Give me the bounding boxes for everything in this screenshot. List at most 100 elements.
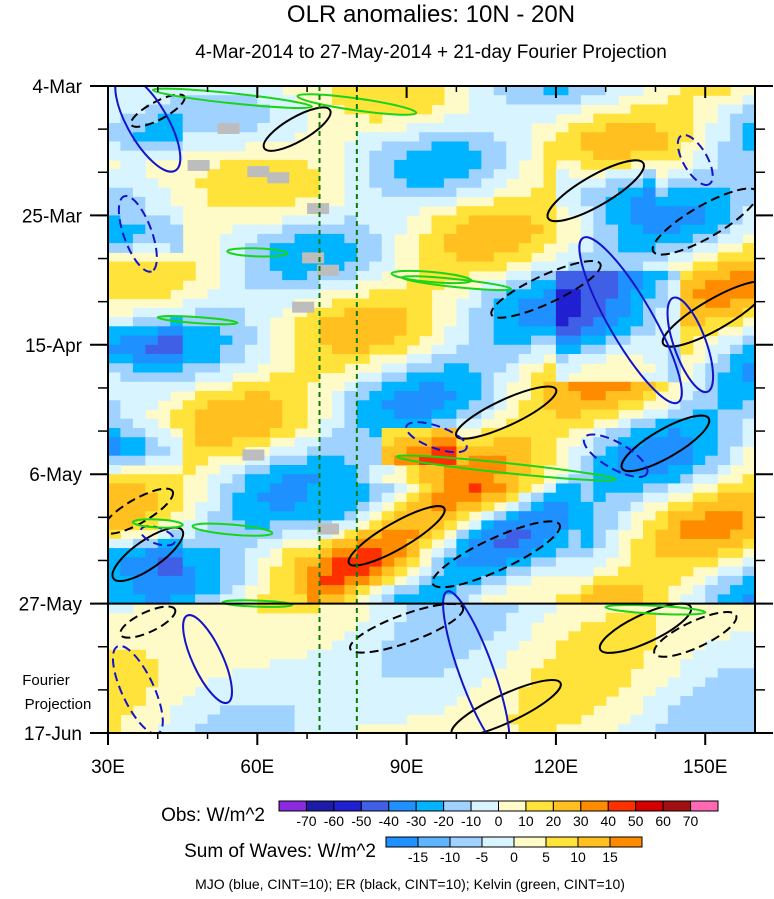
waves-colorbar-label: Sum of Waves: W/m^2 [184, 841, 376, 862]
missing-data-patch [292, 301, 315, 313]
y-tick-label: 27-May [19, 595, 83, 616]
colorbar-tick-label: -10 [461, 813, 481, 829]
x-tick-label: 90E [390, 757, 424, 778]
colorbar-tick-label: 40 [600, 813, 616, 829]
missing-data-patch [317, 264, 340, 276]
missing-data-patch [247, 166, 270, 178]
colorbar-tick-label: -40 [379, 813, 399, 829]
colorbar-tick-label: -10 [440, 849, 460, 865]
colorbar-swatch [360, 800, 390, 812]
er-contour [490, 259, 602, 319]
kelvin-contour [221, 599, 294, 608]
y-tick-label: 15-Apr [25, 336, 83, 357]
obs-colorbar: Obs: W/m^2 -70 -60 -50 -40 -30 -20 -10 0 10 20 30 4… [161, 800, 719, 829]
colorbar-swatch [513, 836, 547, 848]
colorbar-tick-label: 10 [518, 813, 534, 829]
colorbar-swatch [415, 800, 445, 812]
missing-data-patch [242, 449, 265, 461]
colorbar-swatch [470, 800, 499, 812]
er-contour [349, 602, 465, 654]
er-contour [119, 605, 177, 639]
colorbar-swatch [545, 836, 579, 848]
wave-contour-layer [108, 86, 755, 733]
colorbar-swatch [609, 836, 643, 848]
colorbar-tick-label: -20 [434, 813, 454, 829]
y-tick-label: 17-Jun [24, 724, 82, 745]
colorbar-swatch [635, 800, 664, 812]
colorbar-tick-label: 5 [542, 849, 550, 865]
plot-area [108, 86, 755, 733]
y-tick-label: 6-May [29, 465, 82, 486]
er-contour [108, 487, 175, 535]
colorbar-swatch [443, 800, 472, 812]
er-contour [653, 611, 738, 658]
mjo-contour [182, 614, 233, 705]
colorbar-swatch [305, 800, 335, 812]
projection-label-line2: Projection [25, 696, 92, 713]
colorbar-swatch [498, 800, 527, 812]
er-contour [111, 526, 185, 582]
colorbar-tick-label: -15 [408, 849, 428, 865]
mjo-contour [582, 433, 649, 478]
chart-title: OLR anomalies: 10N - 20N [287, 1, 575, 28]
kelvin-contour [395, 454, 617, 482]
er-contour [431, 520, 562, 589]
er-contour [651, 187, 755, 256]
y-tick-label: 4-Mar [32, 77, 82, 98]
er-contour [262, 106, 332, 152]
colorbar-swatch [278, 800, 307, 812]
colorbar-swatch [662, 800, 692, 812]
colorbar-tick-label: 20 [546, 813, 562, 829]
colorbar-swatch [333, 800, 362, 812]
x-tick-label: 150E [683, 757, 727, 778]
colorbar-tick-label: 0 [495, 813, 503, 829]
x-tick-label: 120E [534, 757, 578, 778]
colorbar-tick-label: -70 [296, 813, 316, 829]
er-contour [546, 159, 645, 223]
x-tick-label: 60E [240, 757, 274, 778]
kelvin-contour [191, 522, 274, 537]
colorbar-tick-label: -50 [351, 813, 371, 829]
kelvin-contour [604, 603, 707, 616]
colorbar-tick-label: -30 [406, 813, 426, 829]
kelvin-contour [226, 247, 289, 258]
kelvin-contour [400, 275, 513, 292]
mjo-contour [666, 296, 715, 394]
missing-data-patch [317, 523, 340, 535]
y-tick-label: 25-Mar [22, 206, 83, 227]
mjo-contour [114, 86, 182, 173]
er-contour [455, 385, 558, 440]
projection-label-line1: Fourier [22, 672, 70, 689]
mjo-contour [578, 236, 683, 405]
mjo-contour [405, 421, 468, 454]
kelvin-contour [151, 87, 313, 110]
colorbar-swatch [385, 836, 419, 848]
missing-data-patch [217, 122, 240, 134]
mjo-contour [676, 133, 714, 186]
missing-data-patch [307, 203, 330, 215]
er-contour [661, 280, 755, 348]
colorbar-tick-label: 50 [628, 813, 644, 829]
er-contour [598, 602, 693, 654]
x-tick-label: 30E [91, 757, 125, 778]
mjo-contour [117, 194, 158, 273]
colorbar-tick-label: 60 [655, 813, 671, 829]
missing-data-patch [302, 252, 325, 264]
colorbar-swatch [525, 800, 554, 812]
colorbar-tick-label: 30 [573, 813, 589, 829]
colorbar-tick-label: -60 [324, 813, 344, 829]
colorbar-tick-label: 15 [602, 849, 618, 865]
colorbar-swatch [580, 800, 609, 812]
colorbar-swatch [481, 836, 515, 848]
mjo-contour [442, 590, 511, 733]
missing-data-patch [267, 172, 290, 184]
colorbar-swatch [417, 836, 451, 848]
colorbar-tick-label: 0 [510, 849, 518, 865]
plot-frame [107, 85, 756, 734]
kelvin-contour [131, 518, 184, 529]
er-contour [347, 505, 446, 567]
mjo-contour [111, 644, 164, 733]
axes: 30E 60E 90E 120E 150E 4-Mar 25-Mar 15-Apr 6-May 2… [19, 77, 773, 778]
contour-legend-note: MJO (blue, CINT=10); ER (black, CINT=10)… [195, 876, 625, 892]
